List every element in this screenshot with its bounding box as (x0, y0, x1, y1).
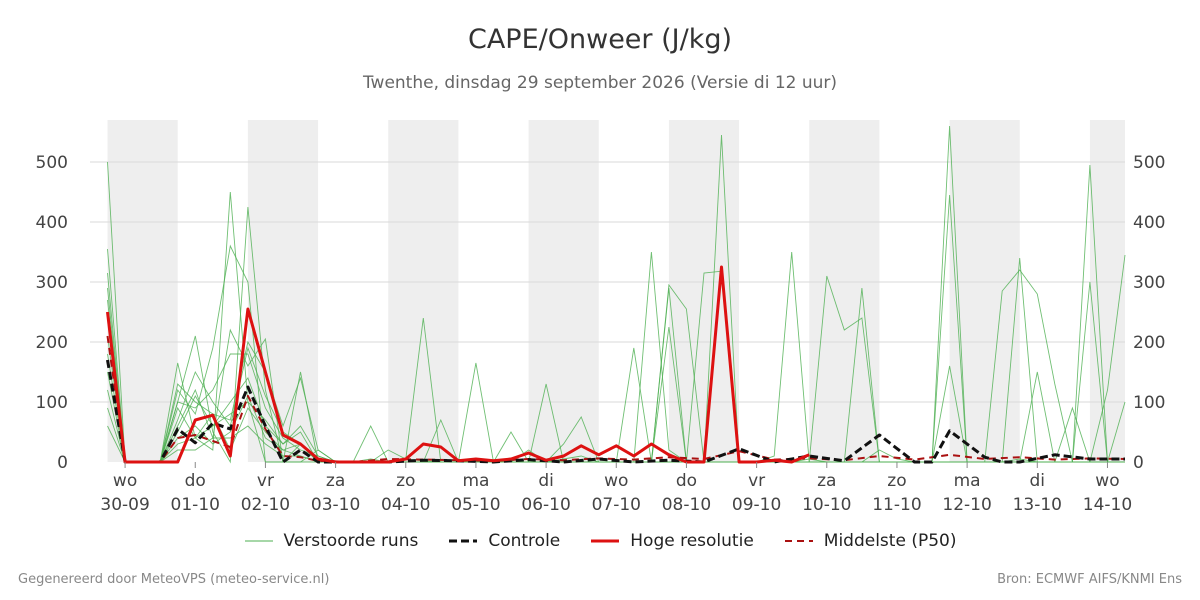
x-tick-day-5: ma (462, 471, 489, 491)
y-tick-right-500: 500 (1133, 153, 1165, 173)
y-tick-left-400: 400 (36, 213, 68, 233)
legend-swatch-hoge-resolutie (591, 539, 620, 543)
legend-item-ensemble[interactable]: Verstoorde runs (244, 531, 419, 551)
y-tick-left-100: 100 (36, 393, 68, 413)
x-tick-date-5: 05-10 (451, 495, 500, 515)
legend-label-controle: Controle (488, 531, 561, 551)
x-tick-day-7: wo (604, 471, 628, 491)
y-tick-right-300: 300 (1133, 273, 1165, 293)
x-tick-date-10: 10-10 (802, 495, 851, 515)
legend-item-controle[interactable]: Controle (448, 531, 560, 551)
legend-label-p50: Middelste (P50) (823, 531, 957, 551)
shade-band-6 (949, 120, 1020, 462)
legend-swatch-p50 (784, 540, 813, 542)
legend-item-p50[interactable]: Middelste (P50) (784, 531, 957, 551)
series-line-hoge-resolutie (106, 265, 810, 464)
legend-item-hoge-resolutie[interactable]: Hoge resolutie (590, 531, 754, 551)
x-tick-date-13: 13-10 (1013, 495, 1062, 515)
x-tick-date-11: 11-10 (872, 495, 921, 515)
x-tick-day-12: ma (954, 471, 981, 491)
main-series (106, 265, 1126, 464)
y-tick-right-200: 200 (1133, 333, 1165, 353)
legend-swatch-controle (449, 539, 478, 543)
shade-band-2 (388, 120, 459, 462)
shade-band-3 (528, 120, 599, 462)
footer-source: Bron: ECMWF AIFS/KNMI Ens (997, 572, 1182, 587)
x-tick-day-2: vr (257, 471, 274, 491)
x-tick-day-3: za (326, 471, 345, 491)
shade-band-5 (809, 120, 880, 462)
axes: 0 0 100 100 200 200 300 300 400 400 500 500 wo 30-09 d… (36, 153, 1166, 515)
legend: Verstoorde runs Controle Hoge resolutie … (0, 531, 1200, 551)
x-tick-day-4: zo (396, 471, 415, 491)
y-tick-right-100: 100 (1133, 393, 1165, 413)
y-tick-right-400: 400 (1133, 213, 1165, 233)
chart-subtitle: Twenthe, dinsdag 29 september 2026 (Vers… (362, 73, 838, 93)
footer-generated-by: Gegenereerd door MeteoVPS (meteo-service… (18, 572, 330, 587)
x-tick-day-8: do (676, 471, 697, 491)
legend-label-ensemble: Verstoorde runs (283, 531, 419, 551)
x-tick-date-9: 09-10 (732, 495, 781, 515)
x-tick-day-1: do (185, 471, 206, 491)
grid-lines (90, 161, 1125, 403)
x-tick-date-8: 08-10 (662, 495, 711, 515)
series-line-middelste-p50- (106, 335, 1126, 463)
y-tick-right-0: 0 (1133, 453, 1144, 473)
x-tick-day-11: zo (887, 471, 906, 491)
x-tick-day-6: di (538, 471, 554, 491)
x-tick-date-3: 03-10 (311, 495, 360, 515)
x-tick-date-1: 01-10 (171, 495, 220, 515)
legend-label-hoge-resolutie: Hoge resolutie (630, 531, 754, 551)
x-tick-date-4: 04-10 (381, 495, 430, 515)
y-tick-left-0: 0 (57, 453, 68, 473)
x-tick-date-0: 30-09 (100, 495, 149, 515)
x-tick-day-0: wo (113, 471, 137, 491)
y-tick-left-200: 200 (36, 333, 68, 353)
x-tick-date-12: 12-10 (942, 495, 991, 515)
x-tick-day-13: di (1030, 471, 1046, 491)
legend-swatch-ensemble (244, 540, 273, 542)
chart-title: CAPE/Onweer (J/kg) (467, 24, 732, 55)
y-tick-left-300: 300 (36, 273, 68, 293)
y-tick-left-500: 500 (36, 153, 68, 173)
x-tick-date-7: 07-10 (592, 495, 641, 515)
x-tick-date-14: 14-10 (1083, 495, 1132, 515)
x-tick-date-6: 06-10 (521, 495, 570, 515)
shade-band-7 (1089, 120, 1125, 462)
x-tick-day-14: wo (1095, 471, 1119, 491)
x-tick-day-10: za (817, 471, 836, 491)
x-tick-date-2: 02-10 (241, 495, 290, 515)
x-tick-day-9: vr (748, 471, 765, 491)
